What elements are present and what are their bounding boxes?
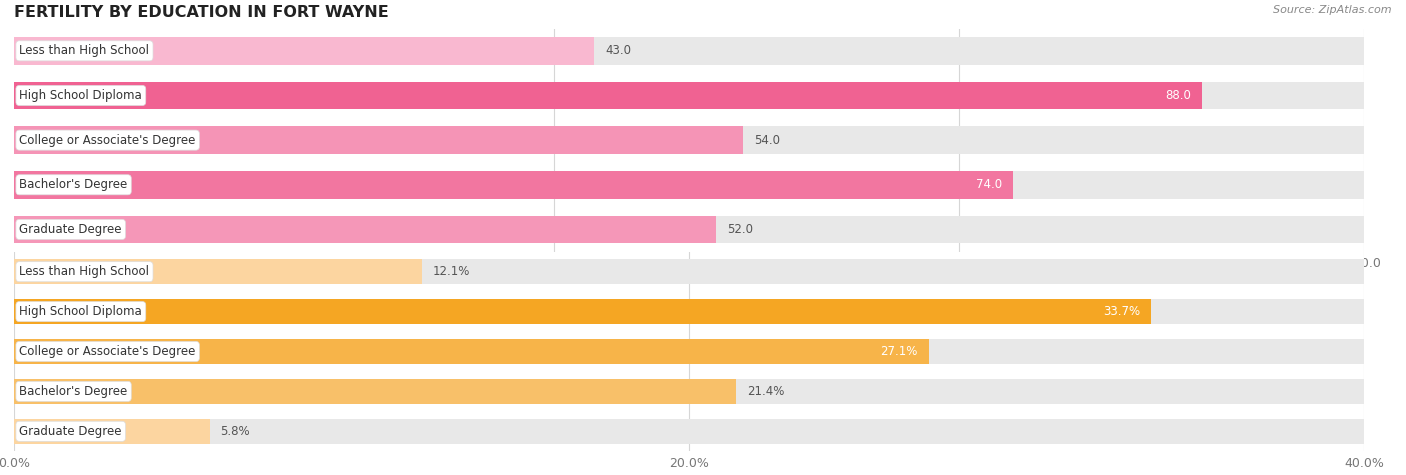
Bar	[14, 216, 716, 243]
Text: College or Associate's Degree: College or Associate's Degree	[20, 133, 195, 147]
Text: 12.1%: 12.1%	[433, 265, 471, 278]
Bar	[14, 259, 422, 284]
Bar	[14, 379, 737, 404]
Bar	[14, 37, 1364, 65]
Text: 21.4%: 21.4%	[747, 385, 785, 398]
Text: 43.0: 43.0	[605, 44, 631, 57]
Text: 54.0: 54.0	[754, 133, 780, 147]
Text: 27.1%: 27.1%	[880, 345, 918, 358]
Text: Source: ZipAtlas.com: Source: ZipAtlas.com	[1274, 5, 1392, 15]
Bar	[14, 339, 928, 364]
Bar	[14, 37, 595, 65]
Text: 52.0: 52.0	[727, 223, 752, 236]
Text: 74.0: 74.0	[976, 178, 1002, 191]
Bar	[14, 259, 1364, 284]
Bar	[14, 339, 1364, 364]
Bar	[14, 126, 1364, 154]
Text: FERTILITY BY EDUCATION IN FORT WAYNE: FERTILITY BY EDUCATION IN FORT WAYNE	[14, 5, 389, 20]
Text: Less than High School: Less than High School	[20, 44, 149, 57]
Bar	[14, 171, 1364, 199]
Text: Graduate Degree: Graduate Degree	[20, 223, 122, 236]
Text: Bachelor's Degree: Bachelor's Degree	[20, 385, 128, 398]
Text: High School Diploma: High School Diploma	[20, 305, 142, 318]
Text: High School Diploma: High School Diploma	[20, 89, 142, 102]
Bar	[14, 299, 1152, 324]
Text: 33.7%: 33.7%	[1104, 305, 1140, 318]
Bar	[14, 419, 209, 444]
Text: 5.8%: 5.8%	[221, 425, 250, 438]
Bar	[14, 126, 742, 154]
Bar	[14, 379, 1364, 404]
Text: 88.0: 88.0	[1166, 89, 1191, 102]
Bar	[14, 419, 1364, 444]
Text: Less than High School: Less than High School	[20, 265, 149, 278]
Text: Bachelor's Degree: Bachelor's Degree	[20, 178, 128, 191]
Bar	[14, 82, 1364, 109]
Bar	[14, 299, 1364, 324]
Bar	[14, 171, 1012, 199]
Bar	[14, 216, 1364, 243]
Bar	[14, 82, 1202, 109]
Text: Graduate Degree: Graduate Degree	[20, 425, 122, 438]
Text: College or Associate's Degree: College or Associate's Degree	[20, 345, 195, 358]
